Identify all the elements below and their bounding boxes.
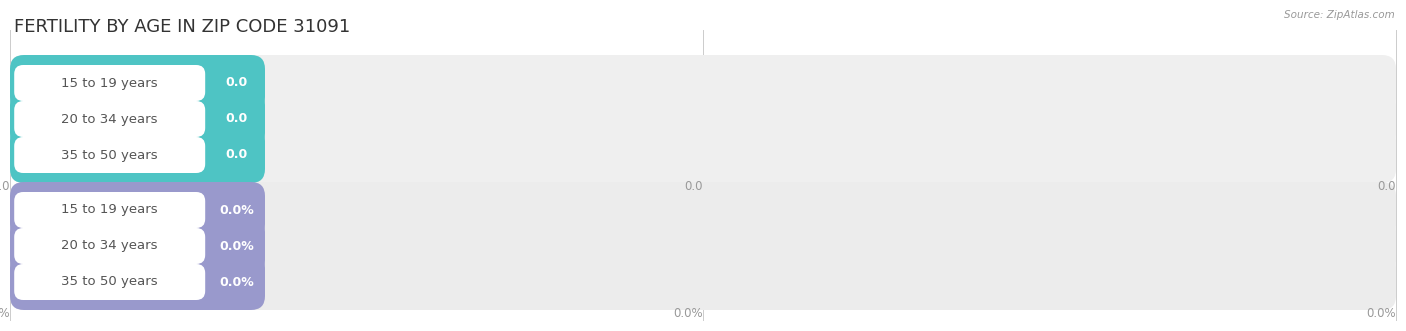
Text: 20 to 34 years: 20 to 34 years: [62, 240, 157, 253]
Text: 0.0%: 0.0%: [219, 275, 254, 289]
Text: 35 to 50 years: 35 to 50 years: [62, 275, 157, 289]
FancyBboxPatch shape: [10, 254, 264, 310]
FancyBboxPatch shape: [10, 182, 1396, 238]
FancyBboxPatch shape: [10, 55, 1396, 111]
Text: 0.0: 0.0: [685, 180, 703, 193]
Text: 0.0%: 0.0%: [219, 204, 254, 216]
Text: 0.0%: 0.0%: [0, 307, 10, 320]
Text: 0.0: 0.0: [1378, 180, 1396, 193]
FancyBboxPatch shape: [14, 137, 205, 173]
FancyBboxPatch shape: [10, 55, 264, 111]
Text: 0.0%: 0.0%: [673, 307, 703, 320]
FancyBboxPatch shape: [10, 127, 1396, 183]
FancyBboxPatch shape: [10, 254, 1396, 310]
FancyBboxPatch shape: [10, 218, 1396, 274]
FancyBboxPatch shape: [14, 101, 205, 137]
FancyBboxPatch shape: [14, 65, 205, 101]
Text: 0.0: 0.0: [0, 180, 10, 193]
Text: 15 to 19 years: 15 to 19 years: [62, 204, 157, 216]
FancyBboxPatch shape: [14, 192, 205, 228]
Text: 0.0%: 0.0%: [1367, 307, 1396, 320]
Text: FERTILITY BY AGE IN ZIP CODE 31091: FERTILITY BY AGE IN ZIP CODE 31091: [14, 18, 350, 36]
FancyBboxPatch shape: [10, 91, 264, 147]
Text: 35 to 50 years: 35 to 50 years: [62, 149, 157, 162]
FancyBboxPatch shape: [10, 218, 264, 274]
Text: 0.0%: 0.0%: [219, 240, 254, 253]
Text: Source: ZipAtlas.com: Source: ZipAtlas.com: [1284, 10, 1395, 20]
Text: 15 to 19 years: 15 to 19 years: [62, 76, 157, 89]
FancyBboxPatch shape: [10, 91, 1396, 147]
Text: 0.0: 0.0: [226, 113, 247, 125]
FancyBboxPatch shape: [14, 264, 205, 300]
Text: 0.0: 0.0: [226, 76, 247, 89]
FancyBboxPatch shape: [14, 228, 205, 264]
FancyBboxPatch shape: [10, 182, 264, 238]
FancyBboxPatch shape: [10, 127, 264, 183]
Text: 0.0: 0.0: [226, 149, 247, 162]
Text: 20 to 34 years: 20 to 34 years: [62, 113, 157, 125]
